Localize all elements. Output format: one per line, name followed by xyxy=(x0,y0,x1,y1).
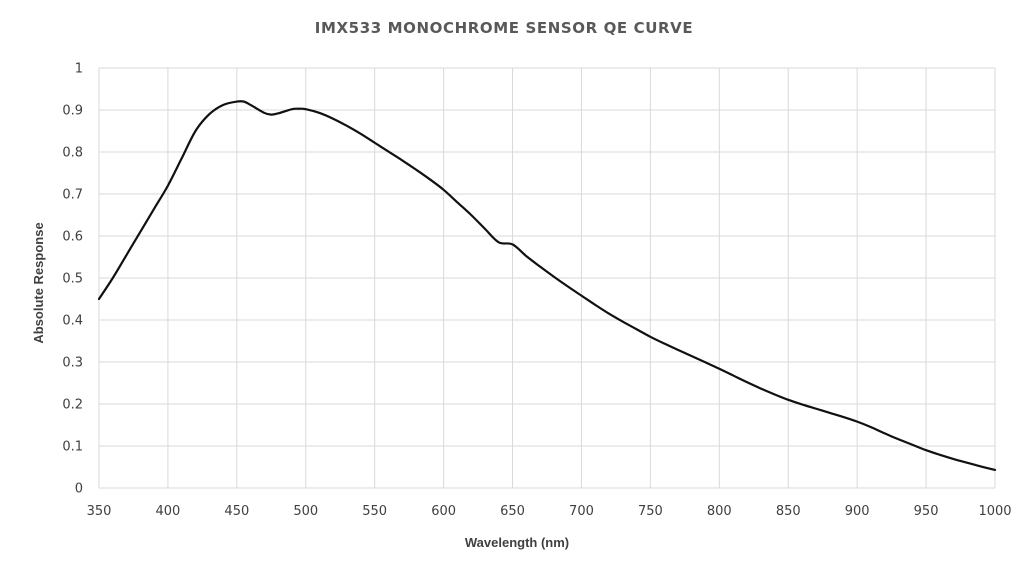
y-axis-ticks: 0 0.1 0.2 0.3 0.4 0.5 0.6 0.7 0.8 0.9 1 xyxy=(62,62,83,497)
x-tick-label: 750 xyxy=(638,504,663,519)
x-tick-label: 500 xyxy=(293,504,318,519)
x-tick-label: 450 xyxy=(224,504,249,519)
y-axis-label: Absolute Response xyxy=(31,222,46,343)
series-layer xyxy=(97,100,997,472)
chart-title: IMX533 MONOCHROME SENSOR QE CURVE xyxy=(315,19,693,37)
x-tick-label: 600 xyxy=(431,504,456,519)
x-tick-label: 1000 xyxy=(978,504,1011,519)
x-tick-label: 700 xyxy=(569,504,594,519)
x-tick-label: 800 xyxy=(707,504,732,519)
x-axis-label: Wavelength (nm) xyxy=(465,535,569,550)
y-tick-label: 0.7 xyxy=(62,188,83,203)
y-tick-label: 0.8 xyxy=(62,146,83,161)
x-tick-label: 850 xyxy=(776,504,801,519)
x-tick-label: 900 xyxy=(845,504,870,519)
gridlines xyxy=(98,67,996,489)
x-tick-label: 950 xyxy=(914,504,939,519)
y-tick-label: 0.9 xyxy=(62,104,83,119)
y-tick-label: 0.5 xyxy=(62,272,83,287)
y-tick-label: 0.1 xyxy=(62,440,83,455)
x-tick-label: 550 xyxy=(362,504,387,519)
y-tick-label: 0.2 xyxy=(62,398,83,413)
y-tick-label: 0.4 xyxy=(62,314,83,329)
x-axis-ticks: 350 400 450 500 550 600 650 700 750 800 850 900 950 1… xyxy=(87,504,1012,519)
x-tick-label: 650 xyxy=(500,504,525,519)
y-tick-label: 0 xyxy=(75,482,83,497)
x-tick-label: 350 xyxy=(87,504,112,519)
x-tick-label: 400 xyxy=(156,504,181,519)
qe-response-line xyxy=(97,100,997,472)
y-tick-label: 1 xyxy=(75,62,83,77)
y-tick-label: 0.3 xyxy=(62,356,83,371)
y-tick-label: 0.6 xyxy=(62,230,83,245)
